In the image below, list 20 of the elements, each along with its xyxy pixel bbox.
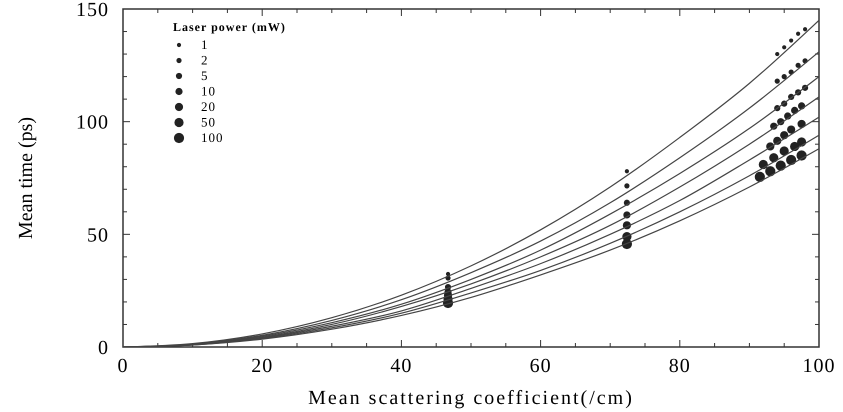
legend-label: 100	[201, 130, 224, 145]
legend-label: 1	[201, 37, 208, 52]
legend-title: Laser power (mW)	[173, 20, 286, 34]
x-tick-label: 0	[118, 355, 128, 377]
y-tick-label: 100	[76, 112, 109, 134]
legend-label: 2	[201, 52, 208, 68]
y-tick-label: 50	[87, 224, 109, 246]
legend-label: 20	[201, 99, 216, 114]
legend-label: 50	[201, 114, 216, 130]
x-tick-label: 80	[668, 355, 691, 377]
y-axis-title: Mean time (ps)	[15, 116, 37, 240]
y-tick-label: 150	[76, 0, 109, 21]
x-tick-label: 20	[251, 355, 274, 377]
x-tick-label: 60	[530, 355, 552, 377]
x-tick-label: 40	[390, 355, 412, 377]
y-tick-label: 0	[98, 337, 109, 359]
x-axis-title: Mean scattering coefficient(/cm)	[308, 387, 634, 409]
legend-label: 5	[201, 68, 208, 83]
x-tick-label: 100	[802, 355, 836, 377]
legend-label: 10	[201, 84, 216, 98]
